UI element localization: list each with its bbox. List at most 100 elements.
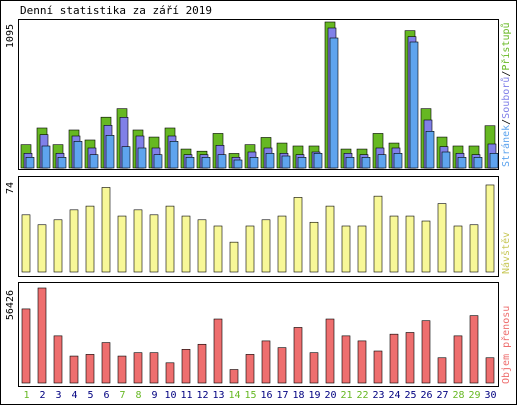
bar-bytes-day-7 bbox=[117, 355, 127, 384]
bar-bytes-day-27 bbox=[437, 357, 447, 384]
legend: Objem přenosu bbox=[500, 306, 512, 384]
day-label-5: 5 bbox=[87, 390, 93, 401]
max-value-label: 74 bbox=[5, 182, 16, 194]
bar-visits-day-16 bbox=[261, 219, 271, 273]
bar-bytes-day-13 bbox=[213, 318, 223, 384]
bar-visits-day-14 bbox=[229, 241, 239, 273]
day-label-13: 13 bbox=[212, 390, 224, 401]
day-label-23: 23 bbox=[372, 390, 384, 401]
bar-bytes-day-2 bbox=[37, 287, 47, 384]
legend-separator: / bbox=[501, 71, 512, 77]
day-label-16: 16 bbox=[260, 390, 272, 401]
panel-frame bbox=[18, 282, 499, 387]
bar-bytes-day-17 bbox=[277, 347, 287, 384]
panel-frame bbox=[18, 19, 499, 170]
bar-visits-day-15 bbox=[245, 225, 255, 273]
bar-bytes-day-23 bbox=[373, 350, 383, 384]
legend: Stránek/Souborů/Přístupů bbox=[500, 22, 512, 167]
bar-pages-day-15 bbox=[249, 157, 259, 169]
bar-pages-day-6 bbox=[105, 135, 115, 169]
bar-pages-day-28 bbox=[457, 157, 467, 169]
bar-bytes-day-24 bbox=[389, 333, 399, 384]
bar-pages-day-27 bbox=[441, 151, 451, 169]
legend-entry-files: Souborů bbox=[500, 77, 512, 119]
bar-bytes-day-19 bbox=[309, 352, 319, 384]
bar-pages-day-25 bbox=[409, 41, 419, 169]
day-label-7: 7 bbox=[119, 390, 125, 401]
bar-visits-day-10 bbox=[165, 205, 175, 273]
bar-pages-day-4 bbox=[73, 141, 83, 169]
bar-visits-day-6 bbox=[101, 187, 111, 273]
bar-bytes-day-20 bbox=[325, 318, 335, 384]
bar-visits-day-5 bbox=[85, 205, 95, 273]
bar-visits-day-11 bbox=[181, 215, 191, 273]
bar-bytes-day-30 bbox=[485, 357, 495, 384]
day-label-6: 6 bbox=[103, 390, 109, 401]
bar-bytes-day-18 bbox=[293, 327, 303, 384]
day-label-10: 10 bbox=[164, 390, 176, 401]
bar-pages-day-19 bbox=[313, 153, 323, 169]
bar-visits-day-26 bbox=[421, 220, 431, 273]
bar-bytes-day-4 bbox=[69, 355, 79, 384]
bar-visits-day-28 bbox=[453, 225, 463, 273]
bar-pages-day-8 bbox=[137, 147, 147, 169]
bar-pages-day-9 bbox=[153, 154, 163, 169]
legend-separator: / bbox=[501, 119, 512, 125]
bar-visits-day-25 bbox=[405, 215, 415, 273]
day-label-26: 26 bbox=[420, 390, 432, 401]
bars bbox=[20, 21, 499, 169]
day-label-3: 3 bbox=[55, 390, 61, 401]
bar-bytes-day-5 bbox=[85, 354, 95, 384]
bar-bytes-day-26 bbox=[421, 320, 431, 384]
panel-bytes: 56426 Objem přenosu bbox=[5, 282, 512, 387]
bar-pages-day-21 bbox=[345, 157, 355, 169]
bar-visits-day-17 bbox=[277, 215, 287, 273]
legend: Návštěv bbox=[500, 232, 512, 274]
day-label-22: 22 bbox=[356, 390, 368, 401]
bar-visits-day-4 bbox=[69, 209, 79, 273]
bar-bytes-day-12 bbox=[197, 343, 207, 384]
bar-visits-day-30 bbox=[485, 184, 495, 273]
legend-entry-visits: Návštěv bbox=[500, 232, 512, 274]
panel-visits: 74 Návštěv bbox=[5, 176, 512, 277]
bar-pages-day-13 bbox=[217, 154, 227, 169]
bar-pages-day-7 bbox=[121, 146, 131, 169]
day-label-12: 12 bbox=[196, 390, 208, 401]
bar-visits-day-7 bbox=[117, 215, 127, 273]
bar-pages-day-30 bbox=[489, 153, 499, 169]
day-label-17: 17 bbox=[276, 390, 288, 401]
bar-bytes-day-16 bbox=[261, 340, 271, 384]
day-label-8: 8 bbox=[135, 390, 141, 401]
panels: 1095Stránek/Souborů/Přístupů74Návštěv564… bbox=[5, 19, 512, 387]
bar-visits-day-23 bbox=[373, 195, 383, 273]
day-label-19: 19 bbox=[308, 390, 320, 401]
bar-pages-day-14 bbox=[233, 159, 243, 169]
day-label-2: 2 bbox=[39, 390, 45, 401]
bar-pages-day-10 bbox=[169, 141, 179, 169]
bar-bytes-day-22 bbox=[357, 340, 367, 384]
day-label-29: 29 bbox=[468, 390, 480, 401]
day-label-9: 9 bbox=[151, 390, 157, 401]
bar-pages-day-12 bbox=[201, 157, 211, 169]
bar-visits-day-21 bbox=[341, 225, 351, 273]
bar-bytes-day-9 bbox=[149, 352, 159, 384]
panel-frame bbox=[18, 176, 499, 277]
day-label-4: 4 bbox=[71, 390, 77, 401]
bar-visits-day-29 bbox=[469, 224, 479, 273]
day-label-24: 24 bbox=[388, 390, 400, 401]
bar-bytes-day-8 bbox=[133, 352, 143, 384]
bar-pages-day-5 bbox=[89, 154, 99, 169]
day-label-20: 20 bbox=[324, 390, 336, 401]
bar-bytes-day-15 bbox=[245, 354, 255, 384]
bar-pages-day-11 bbox=[185, 157, 195, 169]
day-label-11: 11 bbox=[180, 390, 192, 401]
day-label-15: 15 bbox=[244, 390, 256, 401]
bar-bytes-day-21 bbox=[341, 335, 351, 384]
day-label-21: 21 bbox=[340, 390, 352, 401]
bar-pages-day-20 bbox=[329, 37, 339, 169]
bar-pages-day-3 bbox=[57, 157, 67, 169]
legend-entry-bytes: Objem přenosu bbox=[500, 306, 512, 384]
bar-visits-day-1 bbox=[21, 214, 31, 273]
bar-visits-day-19 bbox=[309, 221, 319, 273]
